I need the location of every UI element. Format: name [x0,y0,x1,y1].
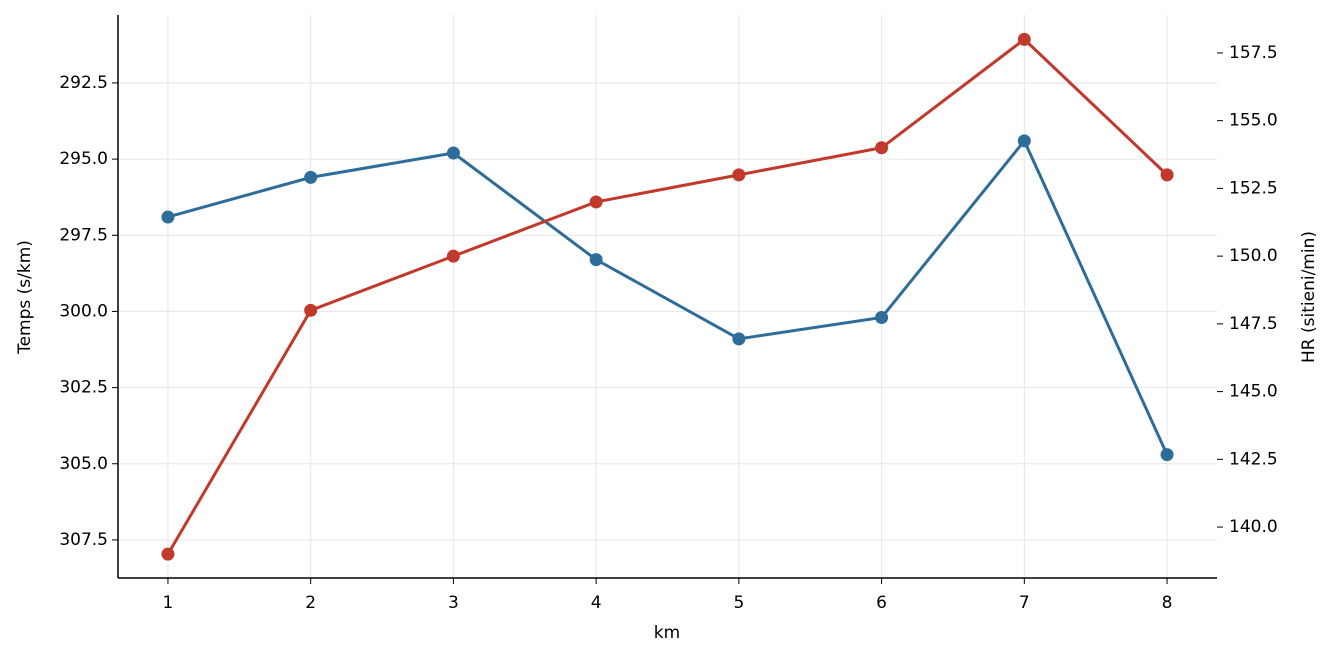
x-axis-label: km [654,623,680,643]
point [1160,168,1174,182]
y2-tick-label: 142.5 [1229,449,1278,469]
x-tick-label: 8 [1162,593,1173,613]
point [732,168,746,182]
y-tick-label: 305.0 [59,454,108,474]
point [304,170,318,184]
y2-tick-label: 150.0 [1229,246,1278,266]
y-tick-label: 302.5 [59,378,108,398]
point [1160,448,1174,462]
line [166,37,1169,555]
x-tick-label: 7 [1019,593,1030,613]
point [161,210,175,224]
y2-tick-label: 145.0 [1229,382,1278,402]
point [304,303,318,317]
point [1017,134,1031,148]
y2-tick-label: 157.5 [1229,43,1278,63]
y-tick-label: 307.5 [59,530,108,550]
x-tick-label: 5 [733,593,744,613]
point [875,311,889,325]
y-tick-label: 297.5 [59,225,108,245]
point [1017,32,1031,46]
line [167,137,1169,456]
point [589,253,603,267]
point [732,332,746,346]
y2-tick-label: 155.0 [1229,111,1278,131]
y-axis-label: Temps (s/km) [15,240,35,355]
x-tick-label: 1 [163,593,174,613]
point [161,547,175,561]
point [446,146,460,160]
x-tick-label: 3 [448,593,459,613]
y-tick-label: 295.0 [59,149,108,169]
point [589,195,603,209]
y2-tick-label: 147.5 [1229,314,1278,334]
point [875,141,889,155]
x-tick-label: 2 [305,593,316,613]
y2-tick-label: 140.0 [1229,517,1278,537]
y2-tick-label: 152.5 [1229,178,1278,198]
y-tick-label: 292.5 [59,73,108,93]
point [446,249,460,263]
y2-axis-label: HR (sitieni/min) [1299,231,1319,363]
x-tick-label: 6 [876,593,887,613]
y-tick-label: 300.0 [59,301,108,321]
x-tick-label: 4 [591,593,602,613]
